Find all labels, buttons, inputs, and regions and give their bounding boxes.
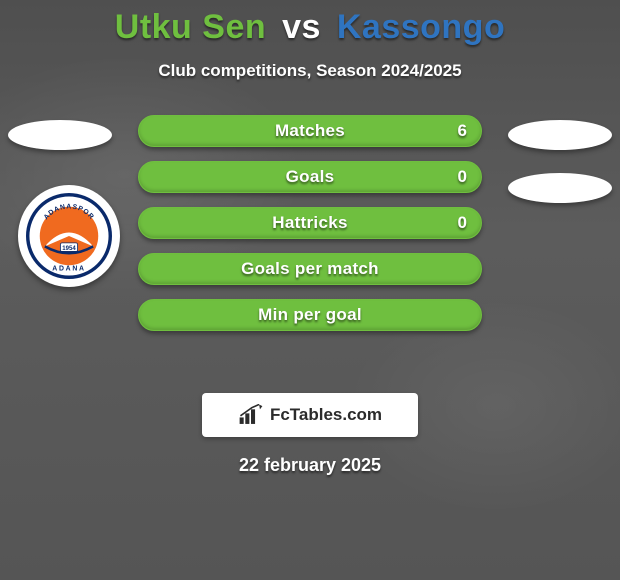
placeholder-ellipse-left — [8, 120, 112, 150]
stat-bar-label: Goals per match — [241, 259, 379, 279]
stat-bar: Min per goal — [138, 299, 482, 331]
svg-text:ADANA: ADANA — [52, 265, 85, 272]
player1-name: Utku Sen — [115, 8, 266, 46]
stat-bar: Hattricks 0 — [138, 207, 482, 239]
fctables-logo-icon — [238, 404, 264, 426]
player2-name: Kassongo — [337, 8, 505, 46]
subtitle: Club competitions, Season 2024/2025 — [0, 61, 620, 81]
stat-bar-value: 0 — [458, 167, 467, 187]
stat-bar-value: 0 — [458, 213, 467, 233]
stats-stage: ADANASPOR ADANA 1954 Matches6Goals0Hattr… — [0, 115, 620, 375]
stat-bar: Goals per match — [138, 253, 482, 285]
stat-bar-value: 6 — [458, 121, 467, 141]
stat-bar-label: Goals — [286, 167, 335, 187]
vs-text: vs — [282, 8, 321, 46]
placeholder-ellipse-right-2 — [508, 173, 612, 203]
stat-bars: Matches 6 Goals 0 Hattricks 0 Goals per match M… — [138, 115, 482, 331]
stat-bar-label: Min per goal — [258, 305, 362, 325]
brand-text: FcTables.com — [270, 405, 382, 425]
date-text: 22 february 2025 — [0, 455, 620, 476]
brand-card: FcTables.com — [202, 393, 418, 437]
svg-text:1954: 1954 — [62, 246, 76, 252]
stat-bar: Goals 0 — [138, 161, 482, 193]
stat-bar: Matches 6 — [138, 115, 482, 147]
stat-bar-label: Matches — [275, 121, 345, 141]
comparison-title: Utku Sen vs Kassongo — [0, 0, 620, 47]
placeholder-ellipse-right-1 — [508, 120, 612, 150]
stat-bar-label: Hattricks — [272, 213, 347, 233]
adanaspor-logo-icon: ADANASPOR ADANA 1954 — [26, 193, 112, 279]
club-badge-left: ADANASPOR ADANA 1954 — [18, 185, 120, 287]
